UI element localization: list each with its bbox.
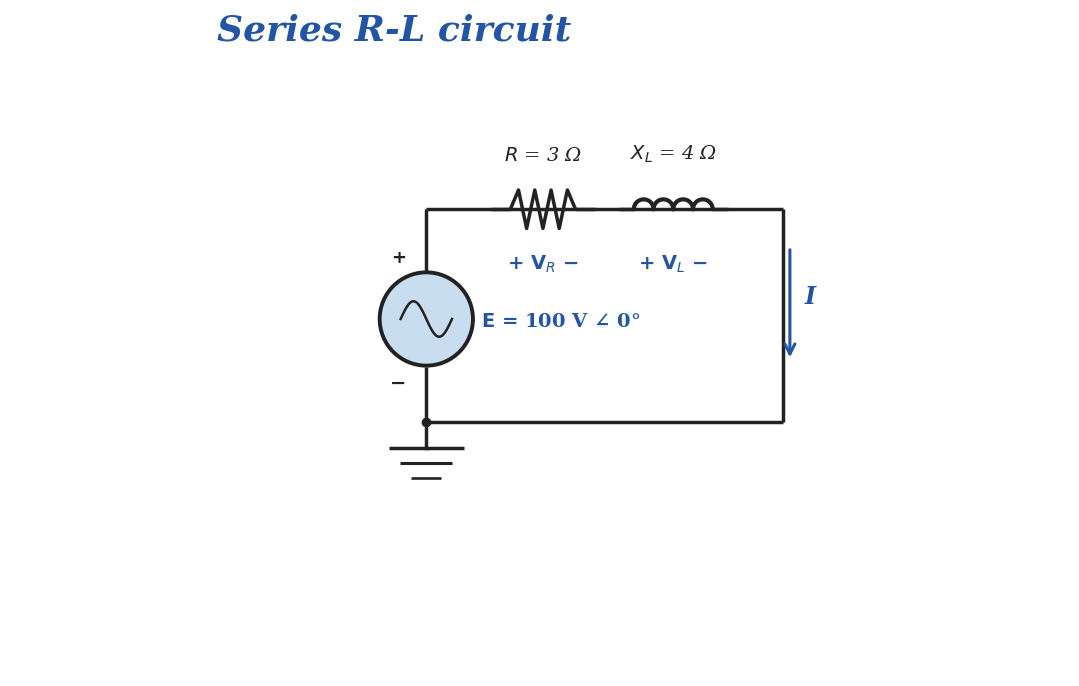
Text: −: − [391, 374, 407, 393]
Circle shape [380, 272, 473, 366]
Text: Series R-L circuit: Series R-L circuit [217, 14, 572, 48]
Text: I: I [805, 285, 816, 309]
Text: + $\mathbf{V}_R$ −: + $\mathbf{V}_R$ − [507, 254, 578, 275]
Text: $R$ = 3 Ω: $R$ = 3 Ω [504, 147, 582, 165]
Text: $X_L$ = 4 Ω: $X_L$ = 4 Ω [630, 143, 716, 165]
Text: +: + [391, 249, 406, 267]
Text: + $\mathbf{V}_L$ −: + $\mathbf{V}_L$ − [639, 254, 708, 275]
Text: $\mathbf{E}$ = 100 V ∠ 0°: $\mathbf{E}$ = 100 V ∠ 0° [481, 314, 641, 331]
